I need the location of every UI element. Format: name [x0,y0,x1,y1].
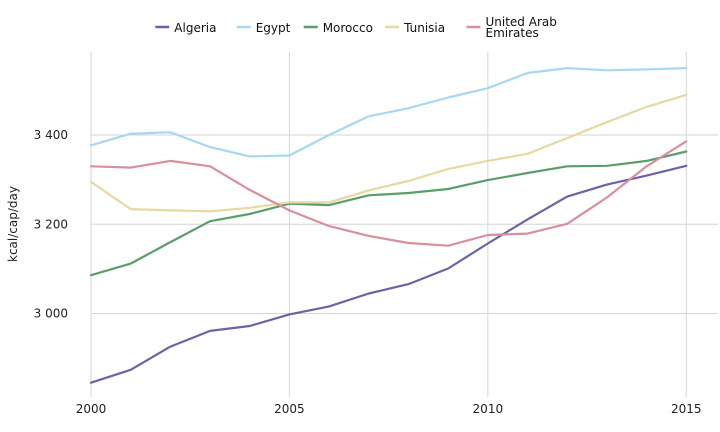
legend-label: Egypt [256,21,291,35]
legend-label: United Arab Emirates [486,15,557,40]
y-axis-title: kcal/cap/day [6,186,20,262]
legend-label: Tunisia [403,21,445,35]
y-tick-label: 3 400 [34,128,68,142]
series-line-4 [89,140,688,247]
legend-item-3: Tunisia [385,21,445,35]
y-tick-label: 3 000 [34,307,68,321]
grid-lines [90,52,718,397]
series-line-1 [89,66,688,158]
legend-item-2: Morocco [303,21,373,35]
series-line-3 [89,93,688,213]
legend-label: Morocco [323,21,373,35]
series-lines [89,66,688,384]
series-line-0 [89,164,688,384]
y-axis-ticks: 3 000 3 200 3 400 [34,128,68,321]
x-tick-label: 2000 [76,402,107,416]
legend-label: Algeria [174,21,216,35]
legend-item-4: United Arab Emirates [466,15,557,40]
x-tick-label: 2015 [671,402,702,416]
x-tick-label: 2010 [473,402,504,416]
y-tick-label: 3 200 [34,217,68,231]
x-tick-label: 2005 [274,402,305,416]
x-axis-ticks: 2000 2005 2010 2015 [76,402,702,416]
legend-item-0: Algeria [155,21,216,35]
legend: Algeria Egypt Morocco Tunisia United Arab Emi… [155,15,557,40]
series-line-2 [89,150,688,277]
legend-item-1: Egypt [236,21,291,35]
